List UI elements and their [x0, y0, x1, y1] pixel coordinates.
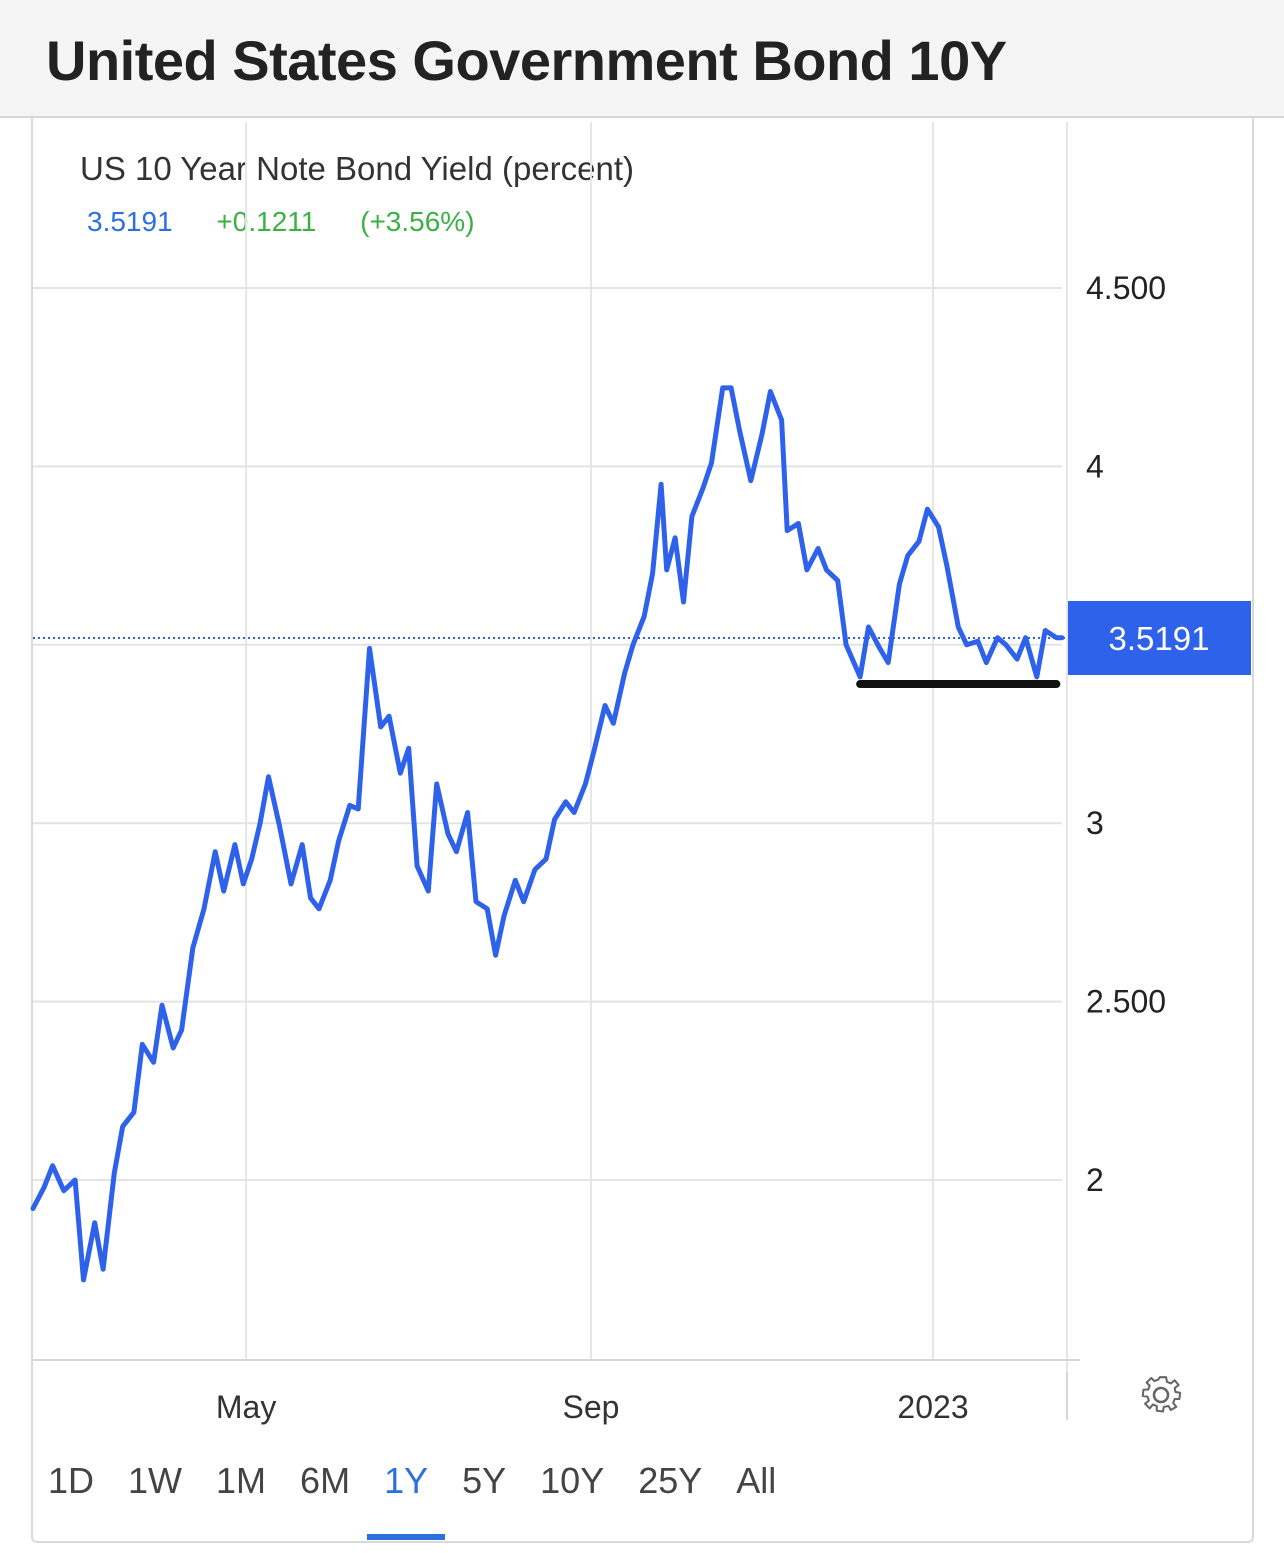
page-header: United States Government Bond 10Y — [0, 0, 1284, 118]
range-button-1d[interactable]: 1D — [48, 1460, 95, 1501]
horizontal-gridlines — [33, 287, 1062, 1181]
change-percent: (+3.56%) — [360, 206, 475, 237]
range-button-10y[interactable]: 10Y — [540, 1460, 605, 1501]
price-tag-group: 3.5191 — [1068, 600, 1251, 675]
range-button-5y[interactable]: 5Y — [462, 1460, 507, 1501]
series-line — [30, 385, 1065, 1283]
y-tick-label: 4 — [1086, 448, 1104, 484]
vertical-gridlines — [245, 122, 1068, 1420]
price-tag — [1068, 600, 1251, 675]
range-button-25y[interactable]: 25Y — [638, 1460, 703, 1501]
y-tick-label: 4.500 — [1086, 270, 1166, 306]
range-button-6m[interactable]: 6M — [300, 1460, 351, 1501]
chart-card — [31, 118, 1254, 1543]
x-axis-tick-labels: May Sep 2023 — [216, 1389, 969, 1425]
range-button-all[interactable]: All — [736, 1460, 777, 1501]
axes — [33, 1359, 1080, 1420]
y-tick-label: 2 — [1086, 1162, 1104, 1198]
change-value: +0.1211 — [216, 206, 317, 237]
price-tag-label: 3.5191 — [1109, 620, 1210, 657]
page-title: United States Government Bond 10Y — [46, 29, 1007, 92]
x-tick-label: 2023 — [897, 1389, 968, 1425]
range-button-1m[interactable]: 1M — [216, 1460, 267, 1501]
series-group — [30, 385, 1065, 1283]
series-title: US 10 Year Note Bond Yield (percent) — [80, 150, 635, 187]
quote-row: 3.5191 +0.1211 (+3.56%) — [87, 206, 511, 238]
y-axis-tick-labels: 4.500 4 3 2.500 2 — [1086, 270, 1166, 1198]
last-value: 3.5191 — [87, 206, 173, 237]
range-button-1y[interactable]: 1Y — [367, 1460, 446, 1540]
gear-icon[interactable] — [1141, 1376, 1182, 1413]
y-tick-label: 3 — [1086, 805, 1104, 841]
x-tick-label: May — [216, 1389, 276, 1425]
y-tick-label: 2.500 — [1086, 984, 1166, 1020]
time-range-selector: 1D 1W 1M 6M 1Y 5Y 10Y 25Y All — [48, 1460, 810, 1540]
x-tick-label: Sep — [562, 1389, 619, 1425]
range-button-1w[interactable]: 1W — [128, 1460, 183, 1501]
